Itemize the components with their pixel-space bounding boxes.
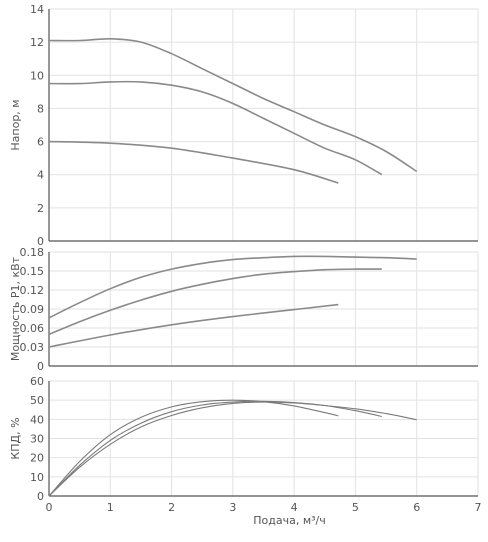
power-y-tick-label: 0.15 xyxy=(20,265,45,278)
power-y-tick-label: 0.12 xyxy=(20,284,45,297)
head-series-3-line xyxy=(48,140,339,184)
head-series-2-line xyxy=(48,80,383,176)
head-y-tick-label: 8 xyxy=(37,102,44,115)
efficiency-chart-panel: 0 10 20 30 40 50 60 КПД, % 0 1 2 3 4 5 6 7 Подача, м³/ч xyxy=(9,375,482,527)
x-tick-label: 6 xyxy=(413,501,420,514)
power-y-tick-label: 0 xyxy=(37,360,44,373)
efficiency-series-2-line xyxy=(48,400,382,497)
x-tick-label: 0 xyxy=(46,501,53,514)
efficiency-y-tick-label: 0 xyxy=(37,490,44,503)
head-y-tick-label: 0 xyxy=(37,235,44,248)
head-y-tick-label: 6 xyxy=(37,136,44,149)
head-series-1-line xyxy=(48,37,418,173)
power-series-3-line xyxy=(48,303,339,348)
x-tick-label: 3 xyxy=(229,501,236,514)
head-y-axis-label: Напор, м xyxy=(9,99,22,150)
efficiency-y-tick-label: 20 xyxy=(30,452,44,465)
x-axis-label: Подача, м³/ч xyxy=(253,514,326,527)
efficiency-series-3-line xyxy=(48,401,417,497)
power-y-axis-label: Мощность P1, кВт xyxy=(9,256,22,361)
efficiency-y-tick-label: 30 xyxy=(30,433,44,446)
x-tick-label: 1 xyxy=(107,501,114,514)
x-tick-label: 7 xyxy=(475,501,482,514)
power-y-tick-label: 0.09 xyxy=(20,303,45,316)
head-chart-panel: 0 2 4 6 8 10 12 14 Напор, м xyxy=(9,3,479,248)
power-series-1-line xyxy=(48,255,417,319)
power-y-tick-label: 0.03 xyxy=(20,341,45,354)
head-y-tick-label: 14 xyxy=(30,3,44,16)
power-series-2-line xyxy=(48,268,382,336)
efficiency-series-1-line xyxy=(48,399,339,497)
efficiency-y-axis-label: КПД, % xyxy=(9,417,22,459)
head-y-tick-label: 10 xyxy=(30,69,44,82)
head-y-tick-label: 4 xyxy=(37,169,44,182)
efficiency-y-tick-label: 50 xyxy=(30,394,44,407)
head-y-tick-label: 2 xyxy=(37,202,44,215)
head-y-tick-label: 12 xyxy=(30,36,44,49)
power-y-tick-label: 0.06 xyxy=(20,322,45,335)
efficiency-y-tick-label: 40 xyxy=(30,413,44,426)
efficiency-y-tick-label: 60 xyxy=(30,375,44,388)
x-tick-label: 2 xyxy=(168,501,175,514)
x-tick-label: 4 xyxy=(291,501,298,514)
efficiency-y-tick-label: 10 xyxy=(30,471,44,484)
x-tick-label: 5 xyxy=(352,501,359,514)
power-y-tick-label: 0.18 xyxy=(20,246,45,259)
